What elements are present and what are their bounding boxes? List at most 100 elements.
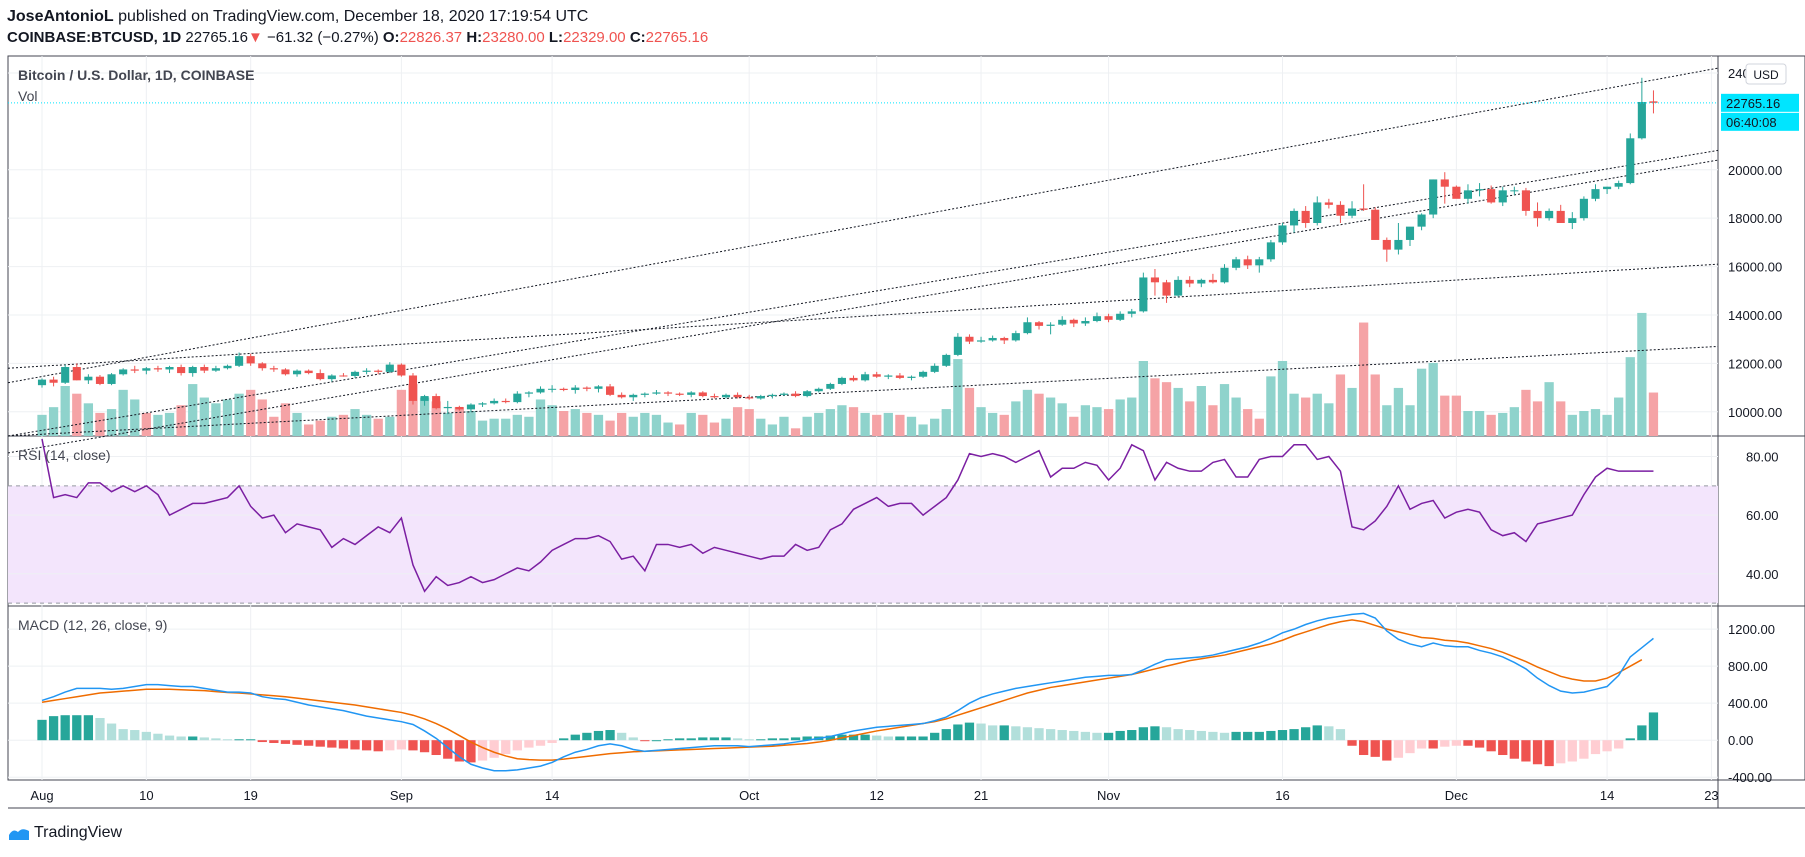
candle-body xyxy=(385,364,394,372)
candle-body xyxy=(1324,202,1333,205)
low-label: L: xyxy=(548,29,564,46)
macd-histogram-bar xyxy=(767,738,778,741)
macd-line xyxy=(41,612,1654,772)
volume-bar xyxy=(106,409,117,436)
volume-bar xyxy=(199,397,209,436)
macd-histogram-bar xyxy=(1301,727,1311,741)
volume-bar xyxy=(1335,374,1346,436)
trend-line xyxy=(7,149,1719,437)
macd-histogram-bar xyxy=(1590,740,1601,755)
volume-bar xyxy=(1579,411,1589,436)
volume-bar xyxy=(732,407,743,436)
macd-histogram-bar xyxy=(37,719,47,741)
candle-body xyxy=(200,367,209,371)
macd-histogram-bar xyxy=(802,736,812,741)
candle-body xyxy=(432,396,441,409)
macd-histogram-bar xyxy=(408,740,418,751)
price-axis-tick-label: 20000.00 xyxy=(1728,163,1782,178)
candle-body xyxy=(1162,282,1171,296)
macd-histogram-bar xyxy=(1022,727,1033,741)
candle-body xyxy=(1614,183,1623,187)
candle-body xyxy=(420,396,429,401)
volume-bar xyxy=(1138,361,1148,436)
candle-body xyxy=(1081,321,1090,324)
trend-line xyxy=(7,67,1719,384)
macd-histogram-bar xyxy=(1161,727,1172,741)
candle-body xyxy=(1150,277,1160,283)
time-axis-tick-label: 16 xyxy=(1275,788,1289,803)
candle-body xyxy=(1649,101,1658,103)
time-axis-tick-label: Aug xyxy=(30,788,53,803)
macd-histogram-bar xyxy=(385,740,395,751)
macd-histogram-bar xyxy=(141,731,151,741)
macd-histogram-bar xyxy=(1034,728,1044,741)
macd-histogram-bar xyxy=(721,737,731,741)
candle-body xyxy=(745,397,754,399)
volume-bar xyxy=(396,389,407,436)
candle-body xyxy=(1347,208,1357,216)
macd-histogram-bar xyxy=(1243,731,1253,741)
candle-body xyxy=(339,375,348,377)
macd-histogram-bar xyxy=(1231,731,1241,741)
candle-body xyxy=(130,369,139,371)
macd-histogram-bar xyxy=(663,739,673,741)
rsi-band xyxy=(8,485,1718,604)
macd-histogram-bar xyxy=(1579,740,1589,759)
candle-body xyxy=(803,391,812,397)
candle-body xyxy=(235,356,244,366)
macd-histogram-bar xyxy=(257,740,267,743)
macd-histogram-bar xyxy=(709,737,720,741)
candle-body xyxy=(95,376,105,384)
macd-histogram-bar xyxy=(698,737,708,741)
symbol-name[interactable]: COINBASE:BTCUSD, 1D xyxy=(7,29,182,46)
candle-body xyxy=(1603,186,1612,190)
macd-histogram-bar xyxy=(790,737,801,741)
volume-bar xyxy=(118,389,128,436)
volume-bar xyxy=(1602,414,1612,436)
candle-body xyxy=(942,354,951,366)
volume-bar xyxy=(1022,389,1033,436)
volume-bar xyxy=(1312,393,1322,436)
candle-body xyxy=(1139,277,1148,312)
macd-histogram-bar xyxy=(234,739,244,741)
chart-frame xyxy=(7,55,1805,781)
volume-bar xyxy=(964,387,975,436)
time-axis-tick-label: Dec xyxy=(1445,788,1469,803)
volume-bar xyxy=(721,418,731,436)
countdown-badge-text: 06:40:08 xyxy=(1726,115,1777,130)
candle-body xyxy=(281,369,290,375)
tradingview-brand[interactable]: TradingView xyxy=(8,824,122,842)
macd-pane-title: MACD (12, 26, close, 9) xyxy=(18,617,168,633)
macd-histogram-bar xyxy=(605,730,615,741)
candle-body xyxy=(362,370,371,372)
candle-body xyxy=(513,393,522,403)
volume-bar xyxy=(443,412,453,436)
candle-body xyxy=(988,337,997,341)
macd-histogram-bar xyxy=(1463,740,1473,746)
volume-bar xyxy=(373,418,383,436)
macd-histogram-bar xyxy=(304,740,314,746)
volume-bar xyxy=(408,384,418,436)
candle-body xyxy=(1092,316,1102,322)
macd-histogram-bar xyxy=(1069,730,1079,741)
volume-bar xyxy=(1196,386,1206,436)
macd-histogram-bar xyxy=(1451,740,1462,746)
candle-body xyxy=(153,368,162,370)
candle-body xyxy=(837,377,846,384)
author-name[interactable]: JoseAntonioL xyxy=(7,8,114,25)
volume-bar xyxy=(790,428,801,436)
volume-bar xyxy=(674,424,685,436)
macd-histogram-bar xyxy=(489,740,499,758)
volume-bar xyxy=(1440,395,1450,436)
macd-axis-tick-label: 1200.00 xyxy=(1728,622,1775,637)
candle-body xyxy=(292,370,302,375)
volume-bar xyxy=(918,424,928,436)
candle-body xyxy=(536,388,545,393)
volume-bar xyxy=(617,412,627,436)
down-arrow-icon: ▼ xyxy=(247,29,263,46)
candle-body xyxy=(443,406,452,409)
macd-histogram-bar xyxy=(1428,740,1438,749)
macd-histogram-bar xyxy=(1185,730,1195,741)
macd-histogram-bar xyxy=(1509,740,1519,759)
